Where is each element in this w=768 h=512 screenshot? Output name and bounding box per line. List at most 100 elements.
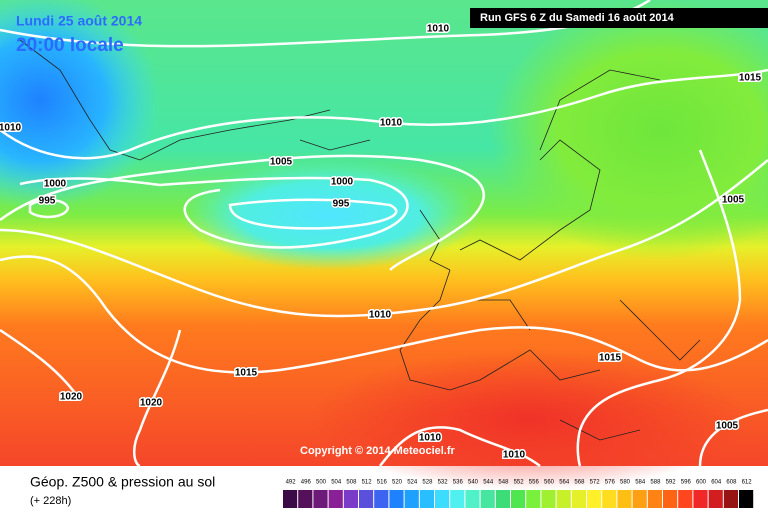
green-area bbox=[490, 0, 768, 260]
scale-swatch bbox=[693, 490, 708, 508]
scale-swatch bbox=[541, 490, 556, 508]
scale-swatch bbox=[556, 490, 571, 508]
scale-swatch bbox=[663, 490, 678, 508]
isobar-label: 1010 bbox=[380, 118, 403, 129]
scale-swatch bbox=[404, 490, 419, 508]
scale-label: 584 bbox=[635, 480, 646, 486]
scale-swatch bbox=[678, 490, 693, 508]
scale-label: 596 bbox=[681, 480, 692, 486]
isobar-label: 995 bbox=[333, 199, 350, 210]
run-banner bbox=[470, 8, 768, 28]
scale-swatch bbox=[435, 490, 450, 508]
scale-label: 556 bbox=[529, 480, 540, 486]
isobar-label: 1010 bbox=[503, 450, 526, 461]
product-title: Géop. Z500 & pression au sol bbox=[30, 474, 215, 490]
scale-swatch bbox=[419, 490, 434, 508]
scale-label: 496 bbox=[301, 480, 312, 486]
scale-label: 576 bbox=[605, 480, 616, 486]
isobar-label: 1015 bbox=[235, 368, 258, 379]
isobar bbox=[0, 68, 768, 160]
scale-label: 608 bbox=[726, 480, 737, 486]
scale-label: 516 bbox=[377, 480, 388, 486]
scale-swatch bbox=[602, 490, 617, 508]
scale-swatch bbox=[587, 490, 602, 508]
scale-label: 528 bbox=[422, 480, 433, 486]
scale-label: 524 bbox=[407, 480, 418, 486]
scale-label: 580 bbox=[620, 480, 631, 486]
isobar-label: 1010 bbox=[369, 310, 392, 321]
scale-swatch bbox=[480, 490, 495, 508]
forecast-time: 20:00 locale bbox=[16, 35, 124, 56]
isobar bbox=[379, 408, 768, 467]
isobar-label: 1010 bbox=[427, 24, 450, 35]
scale-swatch bbox=[526, 490, 541, 508]
isobar bbox=[0, 328, 182, 468]
scale-swatch bbox=[343, 490, 358, 508]
isobar-label: 1015 bbox=[599, 353, 622, 364]
scale-label: 508 bbox=[346, 480, 357, 486]
scale-label: 512 bbox=[362, 480, 373, 486]
scale-swatch bbox=[313, 490, 328, 508]
isobar-label: 1015 bbox=[739, 73, 762, 84]
isobar bbox=[19, 176, 409, 249]
scale-label: 548 bbox=[498, 480, 509, 486]
scale-swatch bbox=[450, 490, 465, 508]
scale-swatch bbox=[511, 490, 526, 508]
cold-area bbox=[0, 0, 160, 210]
isobar-label: 1005 bbox=[270, 157, 293, 168]
scale-label: 536 bbox=[453, 480, 464, 486]
scale-label: 540 bbox=[468, 480, 479, 486]
scale-swatch bbox=[359, 490, 374, 508]
scale-label: 552 bbox=[514, 480, 525, 486]
lead-time: (+ 228h) bbox=[30, 495, 71, 507]
isobar bbox=[576, 149, 742, 467]
scale-swatch bbox=[632, 490, 647, 508]
isobar-label: 1005 bbox=[722, 195, 745, 206]
scale-label: 572 bbox=[590, 480, 601, 486]
isobar bbox=[0, 154, 485, 271]
scale-label: 560 bbox=[544, 480, 555, 486]
scale-label: 500 bbox=[316, 480, 327, 486]
scale-swatch bbox=[298, 490, 313, 508]
scale-swatch bbox=[328, 490, 343, 508]
scale-label: 592 bbox=[666, 480, 677, 486]
isobar-label: 1020 bbox=[60, 392, 83, 403]
isobar-label: 1000 bbox=[44, 179, 67, 190]
isobar bbox=[28, 198, 70, 219]
scale-swatch bbox=[465, 490, 480, 508]
scale-label: 612 bbox=[742, 480, 753, 486]
scale-label: 532 bbox=[438, 480, 449, 486]
scale-label: 544 bbox=[483, 480, 494, 486]
scale-swatch bbox=[739, 490, 754, 508]
isobar-label: 995 bbox=[39, 196, 56, 207]
low-area bbox=[180, 160, 480, 270]
isobar-label: 1010 bbox=[0, 123, 22, 134]
isobar bbox=[0, 159, 768, 318]
map: 1010 1015 1010 1010 1005 1000 995 1000 995 1005 10… bbox=[0, 0, 768, 490]
scale-swatch bbox=[723, 490, 738, 508]
run-info: Run GFS 6 Z du Samedi 16 août 2014 bbox=[480, 12, 675, 24]
scale-swatch bbox=[647, 490, 662, 508]
scale-label: 568 bbox=[574, 480, 585, 486]
scale-label: 520 bbox=[392, 480, 403, 486]
scale-swatch bbox=[617, 490, 632, 508]
isobar-label: 1005 bbox=[716, 421, 739, 432]
isobar-label: 1010 bbox=[419, 433, 442, 444]
copyright: Copyright © 2014 Meteociel.fr bbox=[300, 445, 456, 457]
isobar-label: 1000 bbox=[331, 177, 354, 188]
isobar bbox=[228, 198, 398, 230]
scale-swatch bbox=[708, 490, 723, 508]
scale-label: 588 bbox=[650, 480, 661, 486]
scale-label: 604 bbox=[711, 480, 722, 486]
scale-swatch bbox=[571, 490, 586, 508]
color-scale: 492 496 500 504 508 512 516 520 524 528 532 536 540 5… bbox=[283, 480, 754, 508]
scale-swatch bbox=[283, 490, 298, 508]
scale-label: 564 bbox=[559, 480, 570, 486]
scale-label: 504 bbox=[331, 480, 342, 486]
isobar-label: 1020 bbox=[140, 398, 163, 409]
scale-swatch bbox=[495, 490, 510, 508]
scale-label: 600 bbox=[696, 480, 707, 486]
forecast-date: Lundi 25 août 2014 bbox=[16, 13, 142, 29]
footer: Géop. Z500 & pression au sol (+ 228h) 49… bbox=[30, 474, 754, 508]
